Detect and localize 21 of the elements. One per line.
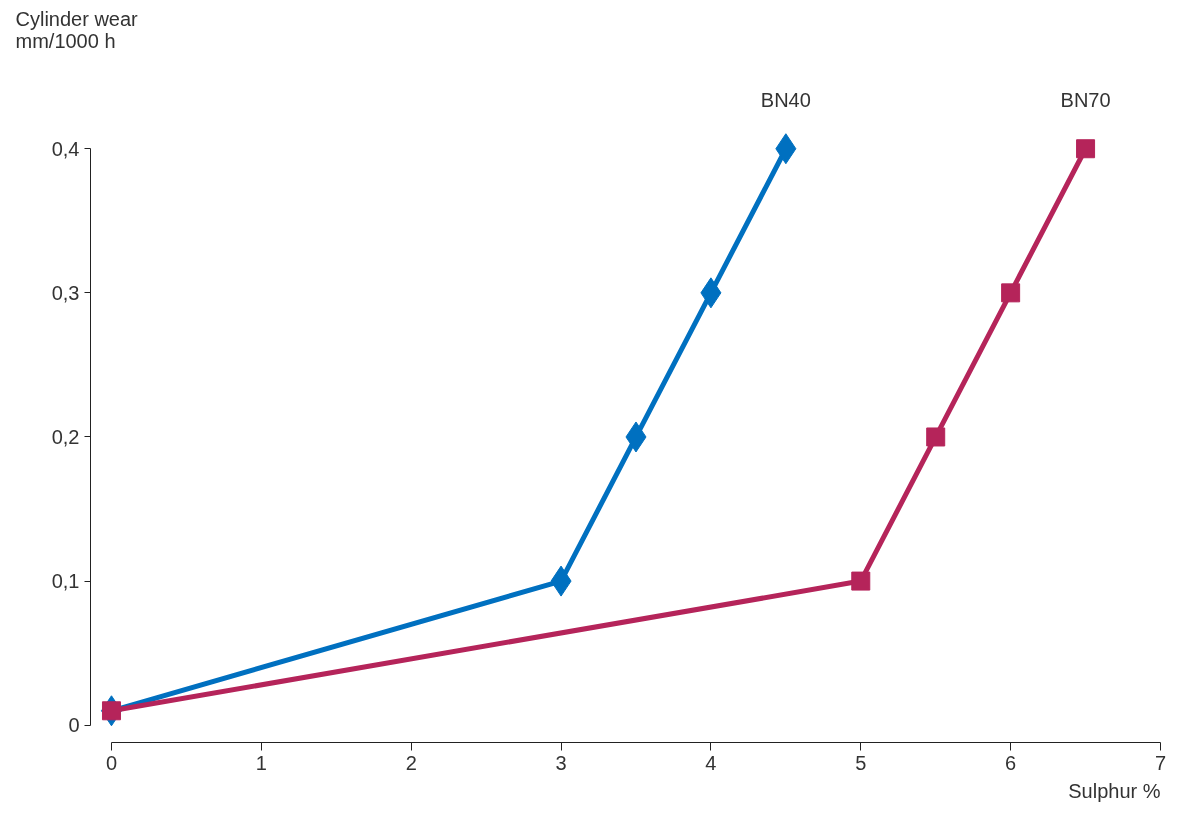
point bbox=[1076, 139, 1096, 159]
x-tick-label: 6 bbox=[1005, 751, 1017, 774]
y-axis-title: Cylinder wear mm/1000 h bbox=[15, 7, 139, 52]
y-tick-label: 0,3 bbox=[51, 281, 80, 304]
x-axis-title: Sulphur % bbox=[1068, 779, 1161, 802]
point bbox=[1001, 283, 1021, 303]
x-tick-label: 7 bbox=[1154, 751, 1167, 774]
series-label: BN40 bbox=[760, 88, 811, 111]
x-tick-label: 2 bbox=[405, 751, 417, 774]
x-tick-label: 1 bbox=[255, 751, 267, 774]
y-tick-label: 0,2 bbox=[51, 425, 80, 448]
point bbox=[926, 427, 946, 447]
x-tick-label: 0 bbox=[105, 751, 118, 774]
y-tick-label: 0 bbox=[68, 714, 80, 737]
y-tick-label: 0,4 bbox=[51, 137, 80, 160]
x-tick-label: 3 bbox=[555, 751, 567, 774]
point bbox=[851, 571, 871, 591]
x-tick-label: 4 bbox=[705, 751, 717, 774]
x-tick-label: 5 bbox=[855, 751, 867, 774]
series-label: BN70 bbox=[1060, 88, 1111, 111]
y-tick-label: 0,1 bbox=[51, 570, 80, 593]
